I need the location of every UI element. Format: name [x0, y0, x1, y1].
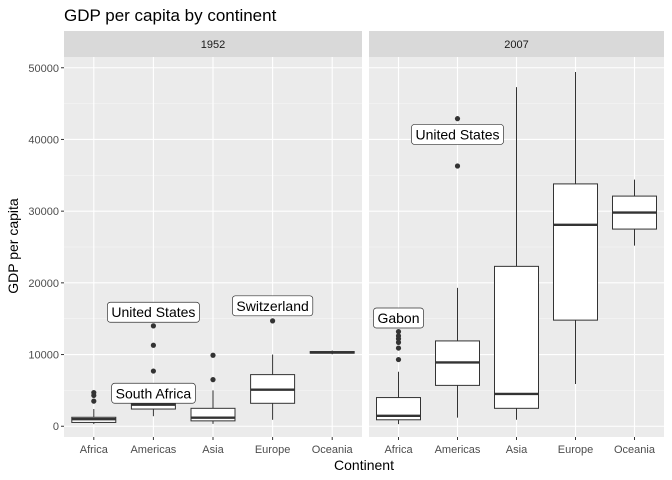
x-tick-label: Africa: [80, 444, 109, 456]
outlier-point: [91, 398, 97, 404]
annotation-text: South Africa: [116, 385, 192, 401]
x-tick-label: Asia: [202, 444, 224, 456]
y-tick-label: 10000: [28, 350, 59, 362]
outlier-point: [454, 116, 461, 122]
annotation-label: Switzerland: [232, 295, 314, 317]
outlier-point: [150, 342, 156, 348]
y-tick-label: 20000: [28, 278, 59, 290]
annotation-box: [111, 382, 196, 404]
facet-panel-2007: 2007 Africa Americas Asia Europe Oceania Unite…: [369, 31, 664, 456]
x-tick-label: Europe: [255, 444, 290, 456]
facet-strip: [369, 31, 664, 57]
outlier-point: [395, 339, 402, 345]
facet-strip-label: 2007: [504, 39, 528, 51]
y-axis-title: GDP per capita: [5, 198, 21, 294]
box-body: [190, 407, 236, 422]
box-asia: [190, 352, 236, 424]
box-oceania: [612, 179, 657, 246]
outlier-point: [210, 377, 216, 383]
annotation-label: Gabon: [373, 307, 424, 329]
box-oceania: [309, 350, 355, 355]
annotation-label: South Africa: [111, 382, 196, 404]
outlier-point: [150, 368, 156, 374]
annotation-label: United States: [107, 301, 200, 323]
y-tick-label: 50000: [28, 63, 59, 75]
y-tick-label: 40000: [28, 134, 59, 146]
box-asia: [494, 87, 539, 420]
annotation-box: [373, 307, 424, 329]
box-africa: [376, 329, 421, 425]
outlier-point: [210, 352, 216, 358]
y-tick-label: 0: [53, 421, 59, 433]
x-tick-label: Americas: [435, 444, 481, 456]
outlier-point: [395, 345, 402, 351]
box-europe: [553, 72, 598, 384]
outlier-point: [150, 323, 156, 329]
chart-title: GDP per capita by continent: [64, 6, 277, 25]
box-americas: [435, 116, 480, 418]
box-body: [376, 397, 421, 421]
facet-strip: [64, 31, 362, 57]
annotation-label: United States: [411, 124, 504, 145]
facet-panels: 1952 Africa Americas Asia Europe Oceania South…: [64, 31, 664, 456]
x-axis-title: Continent: [334, 457, 394, 473]
x-tick-label: Europe: [558, 444, 593, 456]
facet-panel-1952: 1952 Africa Americas Asia Europe Oceania South…: [64, 31, 362, 456]
outlier-point: [395, 356, 402, 363]
box-africa: [71, 389, 117, 425]
x-tick-label: Africa: [384, 444, 413, 456]
annotation-box: [107, 301, 200, 323]
x-tick-label: Americas: [130, 444, 176, 456]
box-body: [494, 265, 539, 409]
box-body: [553, 183, 598, 321]
facet-strip-label: 1952: [201, 39, 225, 51]
annotation-box: [232, 295, 314, 317]
annotation-text: Switzerland: [236, 298, 308, 314]
y-axis: 0 10000 20000 30000 40000 50000: [28, 63, 64, 433]
outlier-point: [270, 318, 276, 324]
annotation-text: United States: [111, 304, 195, 320]
outlier-point: [454, 163, 461, 169]
outlier-point: [91, 389, 97, 396]
outlier-point: [395, 329, 402, 335]
x-tick-label: Oceania: [312, 444, 354, 456]
annotation-box: [411, 124, 504, 145]
x-tick-label: Oceania: [614, 444, 656, 456]
outlier-point: [395, 333, 402, 339]
y-tick-label: 30000: [28, 206, 59, 218]
box-europe: [250, 318, 296, 420]
annotation-text: Gabon: [377, 310, 419, 326]
x-tick-label: Asia: [506, 444, 528, 456]
annotation-text: United States: [415, 126, 499, 142]
